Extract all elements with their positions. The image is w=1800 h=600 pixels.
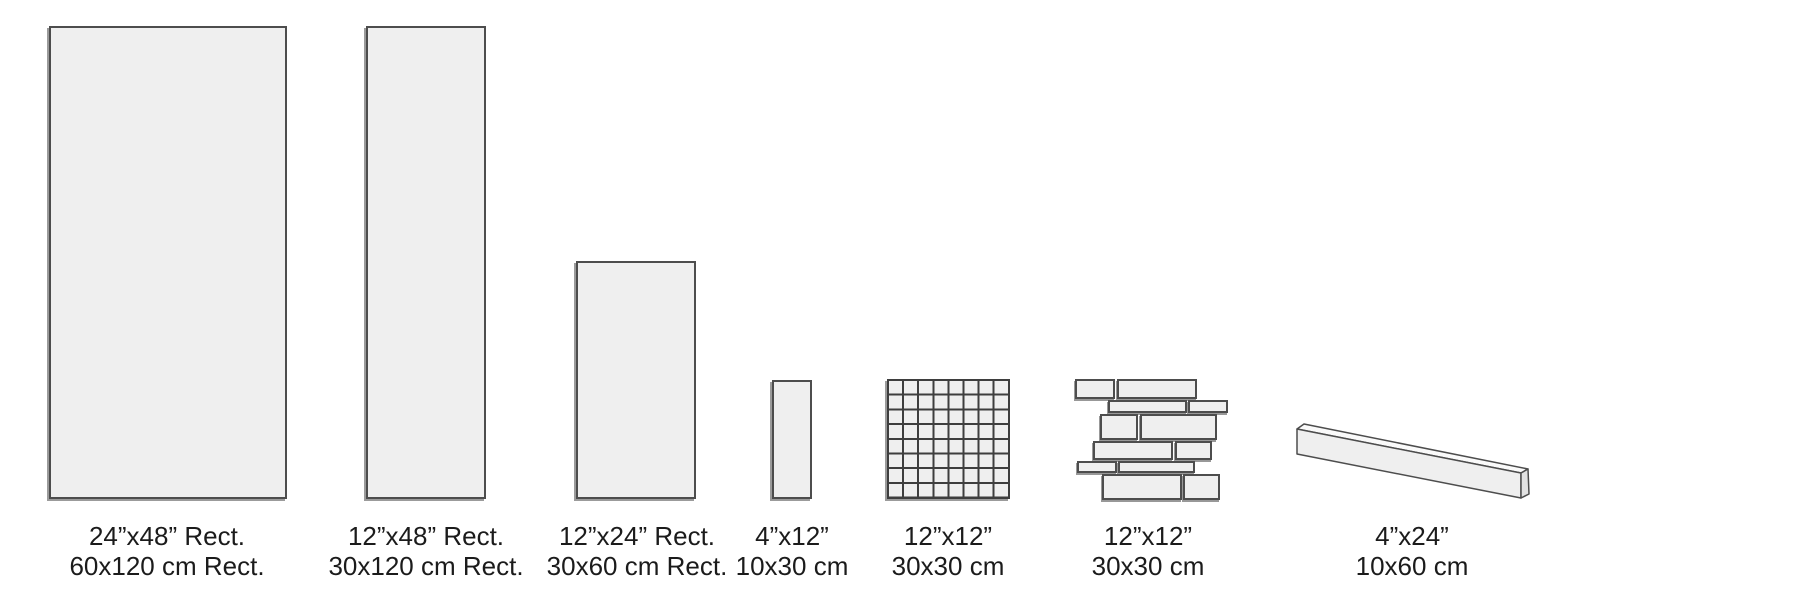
strip-mosaic-figure	[1075, 379, 1235, 500]
tile-figure-12x24	[576, 261, 696, 499]
size-inches: 24”x48” Rect.	[88, 521, 246, 551]
tile-label-4x24: 4”x24” 10x60 cm	[1356, 521, 1469, 581]
size-inches: 12”x48” Rect.	[347, 521, 505, 551]
mosaic-strip	[1102, 474, 1182, 500]
mosaic-strip	[1188, 400, 1228, 413]
mosaic-strip	[1075, 379, 1115, 399]
trim-end-cap	[1520, 468, 1530, 499]
square-mosaic-grid-figure	[887, 379, 1010, 499]
size-inches: 12”x12”	[1103, 521, 1193, 551]
size-cm: 30x30 cm	[1091, 551, 1205, 581]
mosaic-strip	[1183, 474, 1220, 500]
mosaic-strip	[1100, 414, 1138, 440]
size-cm: 10x30 cm	[735, 551, 849, 581]
tile-label-12x12-grid: 12”x12” 30x30 cm	[892, 521, 1005, 581]
tile-label-12x12-strip: 12”x12” 30x30 cm	[1092, 521, 1205, 581]
tile-figure-24x48	[49, 26, 287, 499]
tile-figure-4x12	[772, 380, 812, 499]
tile-label-12x24: 12”x24” Rect. 30x60 cm Rect.	[547, 521, 728, 581]
size-cm: 10x60 cm	[1355, 551, 1469, 581]
mosaic-strip	[1118, 461, 1195, 473]
size-cm: 60x120 cm Rect.	[69, 551, 265, 581]
mosaic-strip	[1093, 441, 1173, 460]
tile-label-4x12: 4”x12” 10x30 cm	[736, 521, 849, 581]
mosaic-strip	[1108, 400, 1187, 413]
tile-label-24x48: 24”x48” Rect. 60x120 cm Rect.	[69, 521, 264, 581]
size-cm: 30x60 cm Rect.	[546, 551, 728, 581]
size-cm: 30x120 cm Rect.	[328, 551, 524, 581]
mosaic-strip	[1077, 461, 1117, 473]
size-inches: 4”x24”	[1375, 521, 1449, 551]
trim-plank-figure	[1296, 423, 1530, 499]
size-inches: 12”x24” Rect.	[558, 521, 716, 551]
tile-label-12x48: 12”x48” Rect. 30x120 cm Rect.	[328, 521, 523, 581]
size-cm: 30x30 cm	[891, 551, 1005, 581]
size-inches: 4”x12”	[755, 521, 829, 551]
mosaic-strip	[1117, 379, 1197, 399]
mosaic-strip	[1140, 414, 1217, 440]
mosaic-strip	[1175, 441, 1212, 460]
tile-figure-12x48	[366, 26, 486, 499]
size-inches: 12”x12”	[903, 521, 993, 551]
